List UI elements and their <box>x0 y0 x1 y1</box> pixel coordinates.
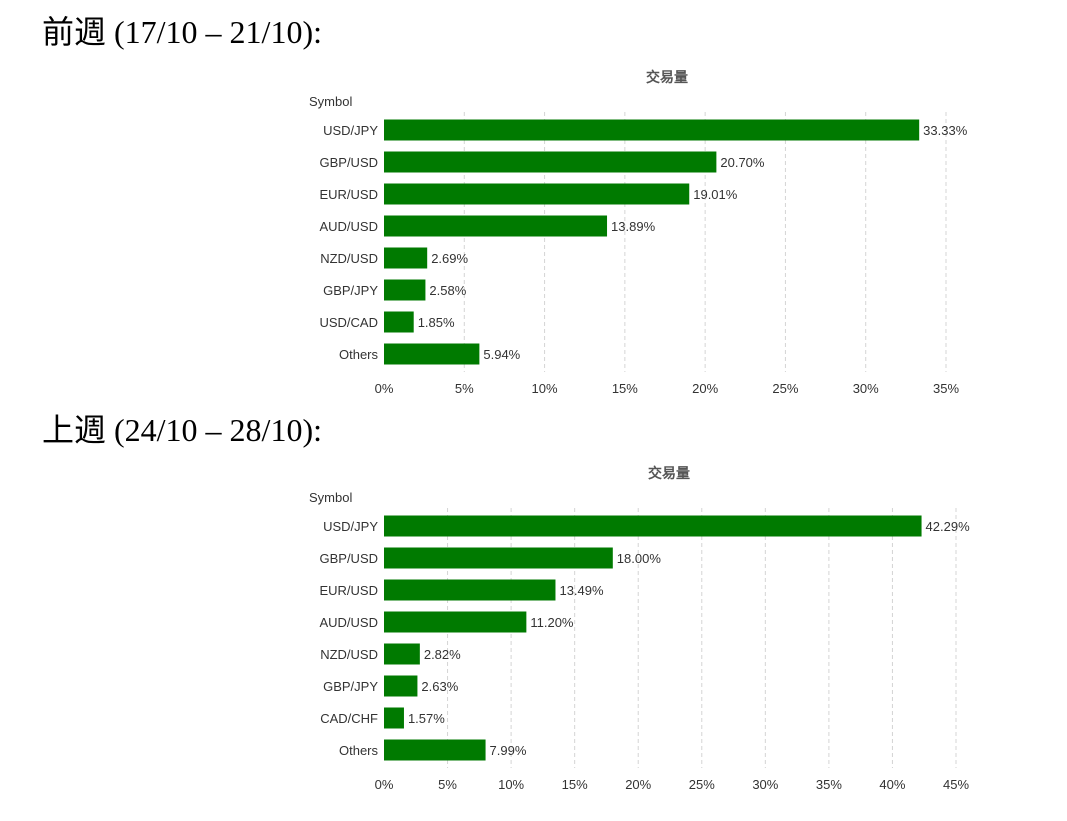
category-label: GBP/JPY <box>323 283 378 298</box>
category-label: NZD/USD <box>320 251 378 266</box>
bar <box>384 515 922 537</box>
volume-bar-chart-previous-week: 交易量 Symbol 0% 5% 10% 15% 20% 25% 30% 35% USD/JPY 33… <box>309 69 968 396</box>
x-tick-label: 40% <box>879 777 905 792</box>
x-tick-label: 25% <box>772 381 798 396</box>
bar-value-label: 1.85% <box>418 315 455 330</box>
x-tick-label: 35% <box>933 381 959 396</box>
x-tick-label: 10% <box>532 381 558 396</box>
bar-value-label: 7.99% <box>490 743 527 758</box>
category-label: USD/JPY <box>323 519 378 534</box>
category-label: EUR/USD <box>319 187 378 202</box>
bar-value-label: 42.29% <box>926 519 971 534</box>
x-tick-label: 5% <box>438 777 457 792</box>
section-heading-last-week: 上週 (24/10 – 28/10): <box>42 412 322 448</box>
category-label: NZD/USD <box>320 647 378 662</box>
bar <box>384 279 426 301</box>
bar-value-label: 2.63% <box>421 679 458 694</box>
bar-value-label: 18.00% <box>617 551 662 566</box>
bar <box>384 311 414 333</box>
x-tick-label: 20% <box>625 777 651 792</box>
category-label: GBP/JPY <box>323 679 378 694</box>
bar <box>384 579 556 601</box>
x-tick-label: 30% <box>752 777 778 792</box>
bar <box>384 643 420 665</box>
x-tick-label: 35% <box>816 777 842 792</box>
category-label: USD/JPY <box>323 123 378 138</box>
x-tick-label: 20% <box>692 381 718 396</box>
bar-value-label: 11.20% <box>530 615 574 630</box>
bar <box>384 119 920 141</box>
category-label: AUD/USD <box>319 615 378 630</box>
x-tick-label: 30% <box>853 381 879 396</box>
x-tick-label: 10% <box>498 777 524 792</box>
bar <box>384 611 527 633</box>
section-heading-previous-week: 前週 (17/10 – 21/10): <box>42 14 322 50</box>
x-tick-label: 0% <box>375 381 394 396</box>
volume-bar-chart-last-week: 交易量 Symbol 0% 5% 10% 15% 20% 25% 30% 35% 40% 45% USD… <box>309 465 971 792</box>
bar-value-label: 2.82% <box>424 647 461 662</box>
x-tick-label: 15% <box>562 777 588 792</box>
bar-value-label: 20.70% <box>720 155 765 170</box>
x-tick-label: 45% <box>943 777 969 792</box>
bar <box>384 151 717 173</box>
y-axis-title: Symbol <box>309 94 352 109</box>
bar <box>384 675 418 697</box>
bar <box>384 247 428 269</box>
category-label: EUR/USD <box>319 583 378 598</box>
y-axis-title: Symbol <box>309 490 352 505</box>
x-tick-label: 15% <box>612 381 638 396</box>
category-label: GBP/USD <box>319 155 378 170</box>
category-label: Others <box>339 347 379 362</box>
bar-value-label: 13.49% <box>559 583 604 598</box>
bar-value-label: 19.01% <box>693 187 738 202</box>
category-label: USD/CAD <box>319 315 378 330</box>
bar-value-label: 33.33% <box>923 123 968 138</box>
bar-value-label: 13.89% <box>611 219 656 234</box>
category-label: GBP/USD <box>319 551 378 566</box>
category-label: Others <box>339 743 379 758</box>
bar-value-label: 5.94% <box>483 347 520 362</box>
x-tick-label: 5% <box>455 381 474 396</box>
x-tick-label: 25% <box>689 777 715 792</box>
bar-value-label: 2.58% <box>429 283 466 298</box>
x-tick-label: 0% <box>375 777 394 792</box>
bar <box>384 215 608 237</box>
bar <box>384 739 486 761</box>
bar <box>384 547 613 569</box>
chart-title: 交易量 <box>648 465 690 481</box>
bar-value-label: 1.57% <box>408 711 445 726</box>
category-label: CAD/CHF <box>320 711 378 726</box>
bar <box>384 707 404 729</box>
bar <box>384 183 690 205</box>
chart-title: 交易量 <box>646 69 688 85</box>
bar-value-label: 2.69% <box>431 251 468 266</box>
bar <box>384 343 480 365</box>
category-label: AUD/USD <box>319 219 378 234</box>
